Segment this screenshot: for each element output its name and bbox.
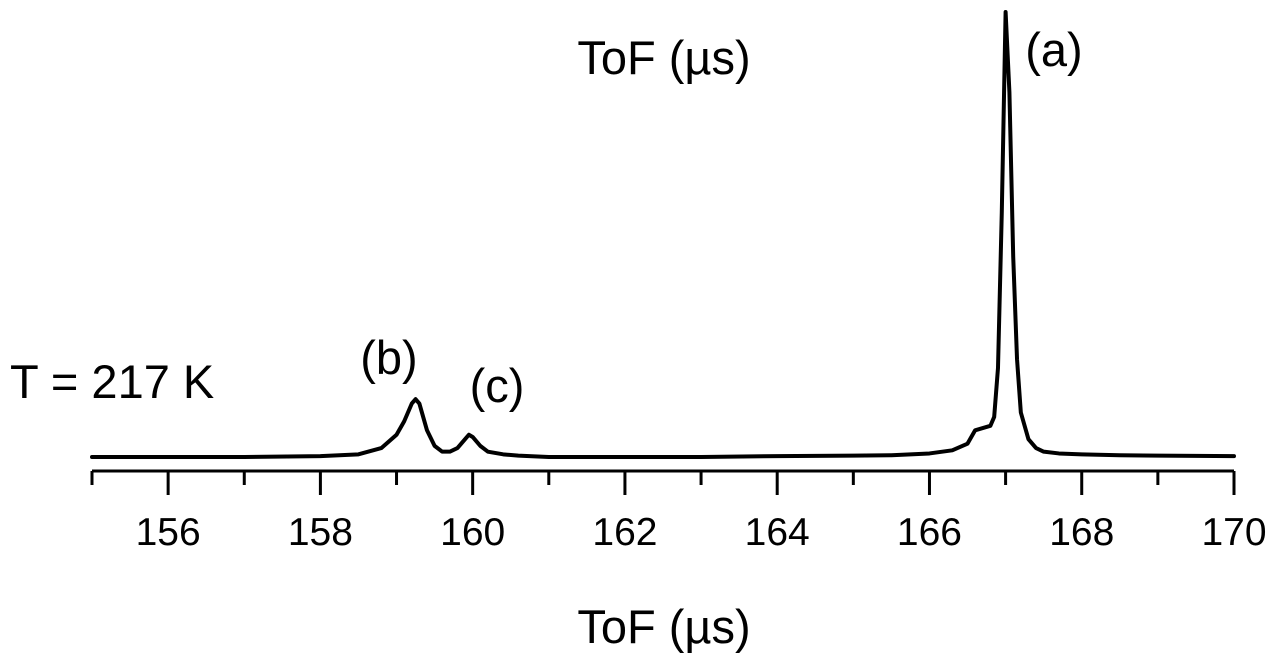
x-tick-label: 166 [897,511,962,554]
x-tick-label: 158 [288,511,353,554]
x-axis-label: ToF (µs) [577,600,750,653]
x-tick-label: 164 [745,511,810,554]
x-tick-label: 156 [136,511,201,554]
x-axis-ticks: 156 158 160 162 164 166 168 170 [90,471,1267,554]
series-line [90,10,1236,459]
peak-b-label: (b) [360,331,417,384]
temperature-annotation: T = 217 K [10,355,214,408]
x-tick-label: 168 [1049,511,1114,554]
chart-title: ToF (µs) [577,31,750,84]
x-tick-label: 160 [440,511,505,554]
series-layer [90,10,1236,459]
x-tick-label: 162 [592,511,657,554]
annotation-layer: T = 217 K (a) (b) (c) [10,23,1083,412]
peak-a-label: (a) [1025,23,1082,76]
x-tick-label: 170 [1201,511,1266,554]
peak-c-label: (c) [470,359,525,412]
